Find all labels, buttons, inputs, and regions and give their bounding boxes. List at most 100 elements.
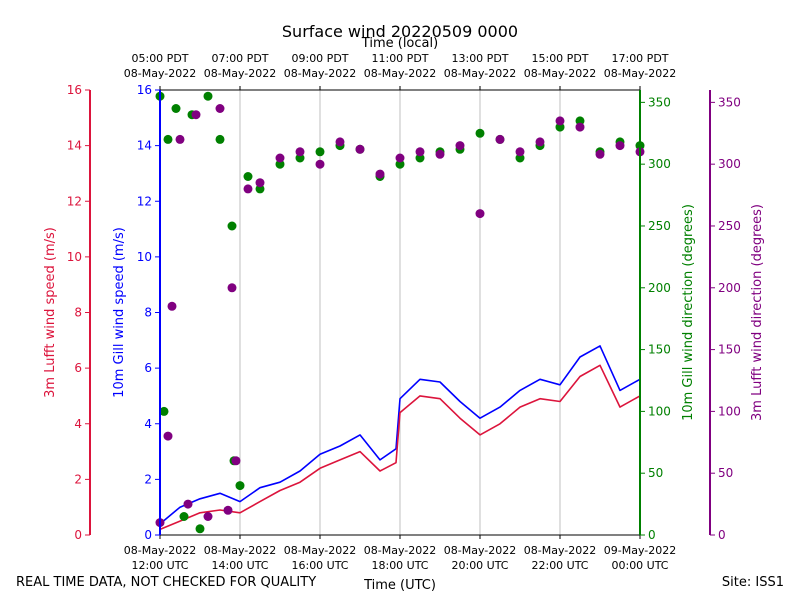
series-point-10m-gill-wind-direction bbox=[555, 122, 565, 132]
series-point-3m-lufft-wind-direction bbox=[455, 141, 465, 151]
series-point-3m-lufft-wind-direction bbox=[295, 147, 305, 157]
top-axis-label: Time (local) bbox=[361, 36, 438, 51]
gill-speed-axis-tick-label: 4 bbox=[144, 417, 152, 431]
speed-series bbox=[159, 345, 641, 531]
lufft-speed-axis-tick-label: 8 bbox=[74, 306, 82, 320]
series-point-10m-gill-wind-direction bbox=[255, 184, 265, 194]
gill-direction-axis-tick-label: 150 bbox=[648, 343, 671, 357]
gill-direction-axis-tick-label: 0 bbox=[648, 528, 656, 542]
series-point-10m-gill-wind-direction bbox=[243, 172, 253, 181]
series-point-10m-gill-wind-direction bbox=[235, 481, 245, 491]
series-point-10m-gill-wind-direction bbox=[203, 91, 213, 101]
gill-speed-axis-tick-label: 2 bbox=[144, 472, 152, 486]
quality-note: REAL TIME DATA, NOT CHECKED FOR QUALITY bbox=[16, 575, 317, 590]
gill-speed-axis-tick-label: 16 bbox=[137, 83, 152, 97]
site-label: Site: ISS1 bbox=[721, 575, 784, 590]
top-tick-label-time: 15:00 PDT bbox=[531, 52, 588, 65]
lufft-direction-axis-tick-label: 100 bbox=[718, 404, 741, 418]
series-point-3m-lufft-wind-direction bbox=[167, 301, 177, 311]
gill-direction-axis-label: 10m Gill wind direction (degrees) bbox=[681, 204, 696, 421]
lufft-speed-axis-tick-label: 4 bbox=[74, 417, 82, 431]
series-point-10m-gill-wind-direction bbox=[575, 116, 585, 126]
gill-speed-axis-tick-label: 12 bbox=[137, 194, 152, 208]
series-point-10m-gill-wind-direction bbox=[515, 153, 525, 163]
series-point-10m-gill-wind-direction bbox=[415, 153, 425, 163]
gill-direction-axis-tick-label: 50 bbox=[648, 466, 663, 480]
x-tick-label-date: 08-May-2022 bbox=[204, 544, 276, 557]
series-point-3m-lufft-wind-direction bbox=[495, 134, 505, 144]
top-tick-label-date: 08-May-2022 bbox=[124, 67, 196, 80]
series-point-3m-lufft-wind-direction bbox=[535, 137, 545, 147]
series-point-10m-gill-wind-direction bbox=[215, 134, 225, 144]
lufft-direction-axis-tick-label: 250 bbox=[718, 219, 741, 233]
series-point-3m-lufft-wind-direction bbox=[555, 116, 565, 126]
series-point-3m-lufft-wind-direction bbox=[615, 141, 625, 151]
gill-direction-axis-tick-label: 200 bbox=[648, 281, 671, 295]
gill-speed-axis-tick-label: 8 bbox=[144, 306, 152, 320]
series-point-10m-gill-wind-direction bbox=[227, 221, 237, 231]
lufft-direction-axis-tick-label: 350 bbox=[718, 95, 741, 109]
series-line-10m-gill-wind-speed bbox=[159, 345, 641, 525]
series-point-3m-lufft-wind-direction bbox=[435, 149, 445, 159]
lufft-speed-axis-tick-label: 14 bbox=[67, 139, 82, 153]
lufft-direction-axis-tick-label: 150 bbox=[718, 343, 741, 357]
x-tick-label-time: 16:00 UTC bbox=[291, 559, 348, 572]
series-point-10m-gill-wind-direction bbox=[395, 159, 405, 169]
lufft-direction-axis-tick-label: 200 bbox=[718, 281, 741, 295]
lufft-direction-axis-tick-label: 0 bbox=[718, 528, 726, 542]
chart-title: Surface wind 20220509 0000 bbox=[282, 22, 518, 41]
series-point-3m-lufft-wind-direction bbox=[315, 159, 325, 169]
gill-speed-axis-tick-label: 14 bbox=[137, 139, 152, 153]
series-point-3m-lufft-wind-direction bbox=[183, 499, 193, 509]
lufft-direction-axis-label: 3m Lufft wind direction (degrees) bbox=[750, 204, 765, 421]
series-point-3m-lufft-wind-direction bbox=[223, 505, 233, 515]
lufft-speed-axis-tick-label: 6 bbox=[74, 361, 82, 375]
x-tick-label-date: 08-May-2022 bbox=[284, 544, 356, 557]
top-tick-label-date: 08-May-2022 bbox=[204, 67, 276, 80]
x-tick-label-time: 14:00 UTC bbox=[211, 559, 268, 572]
gill-direction-axis-tick-label: 250 bbox=[648, 219, 671, 233]
series-point-10m-gill-wind-direction bbox=[475, 128, 485, 138]
x-tick-label-time: 18:00 UTC bbox=[371, 559, 428, 572]
top-tick-label-time: 17:00 PDT bbox=[611, 52, 668, 65]
x-tick-label-time: 22:00 UTC bbox=[531, 559, 588, 572]
top-tick-label-time: 07:00 PDT bbox=[211, 52, 268, 65]
series-point-3m-lufft-wind-direction bbox=[163, 431, 173, 441]
x-tick-label-date: 08-May-2022 bbox=[524, 544, 596, 557]
series-point-3m-lufft-wind-direction bbox=[355, 144, 365, 154]
x-tick-label-date: 08-May-2022 bbox=[444, 544, 516, 557]
series-point-3m-lufft-wind-direction bbox=[255, 178, 265, 188]
series-point-10m-gill-wind-direction bbox=[179, 512, 189, 521]
series-point-3m-lufft-wind-direction bbox=[395, 153, 405, 163]
lufft-speed-axis-tick-label: 16 bbox=[67, 83, 82, 97]
gill-direction-axis-tick-label: 300 bbox=[648, 157, 671, 171]
series-point-10m-gill-wind-direction bbox=[315, 147, 325, 157]
top-tick-label-date: 08-May-2022 bbox=[444, 67, 516, 80]
x-tick-label-date: 08-May-2022 bbox=[364, 544, 436, 557]
gill-direction-axis-tick-label: 100 bbox=[648, 404, 671, 418]
gill-speed-axis-tick-label: 10 bbox=[137, 250, 152, 264]
series-point-3m-lufft-wind-direction bbox=[595, 149, 605, 159]
x-tick-label-time: 12:00 UTC bbox=[131, 559, 188, 572]
direction-series bbox=[155, 91, 645, 534]
lufft-speed-axis-tick-label: 12 bbox=[67, 194, 82, 208]
x-tick-label-date: 08-May-2022 bbox=[124, 544, 196, 557]
x-tick-label-time: 20:00 UTC bbox=[451, 559, 508, 572]
top-tick-label-time: 11:00 PDT bbox=[371, 52, 428, 65]
series-point-3m-lufft-wind-direction bbox=[243, 184, 253, 194]
series-point-3m-lufft-wind-direction bbox=[227, 283, 237, 293]
series-line-3m-lufft-wind-speed bbox=[159, 364, 641, 531]
top-tick-label-time: 09:00 PDT bbox=[291, 52, 348, 65]
top-tick-label-date: 08-May-2022 bbox=[284, 67, 356, 80]
gill-speed-axis-tick-label: 0 bbox=[144, 528, 152, 542]
gill-direction-axis-tick-label: 350 bbox=[648, 95, 671, 109]
series-point-3m-lufft-wind-direction bbox=[515, 147, 525, 157]
series-point-3m-lufft-wind-direction bbox=[375, 169, 385, 179]
top-tick-label-date: 08-May-2022 bbox=[364, 67, 436, 80]
series-point-3m-lufft-wind-direction bbox=[175, 134, 185, 144]
top-tick-label-date: 08-May-2022 bbox=[604, 67, 676, 80]
series-point-3m-lufft-wind-direction bbox=[475, 209, 485, 219]
series-point-3m-lufft-wind-direction bbox=[215, 104, 225, 113]
top-tick-label-time: 13:00 PDT bbox=[451, 52, 508, 65]
